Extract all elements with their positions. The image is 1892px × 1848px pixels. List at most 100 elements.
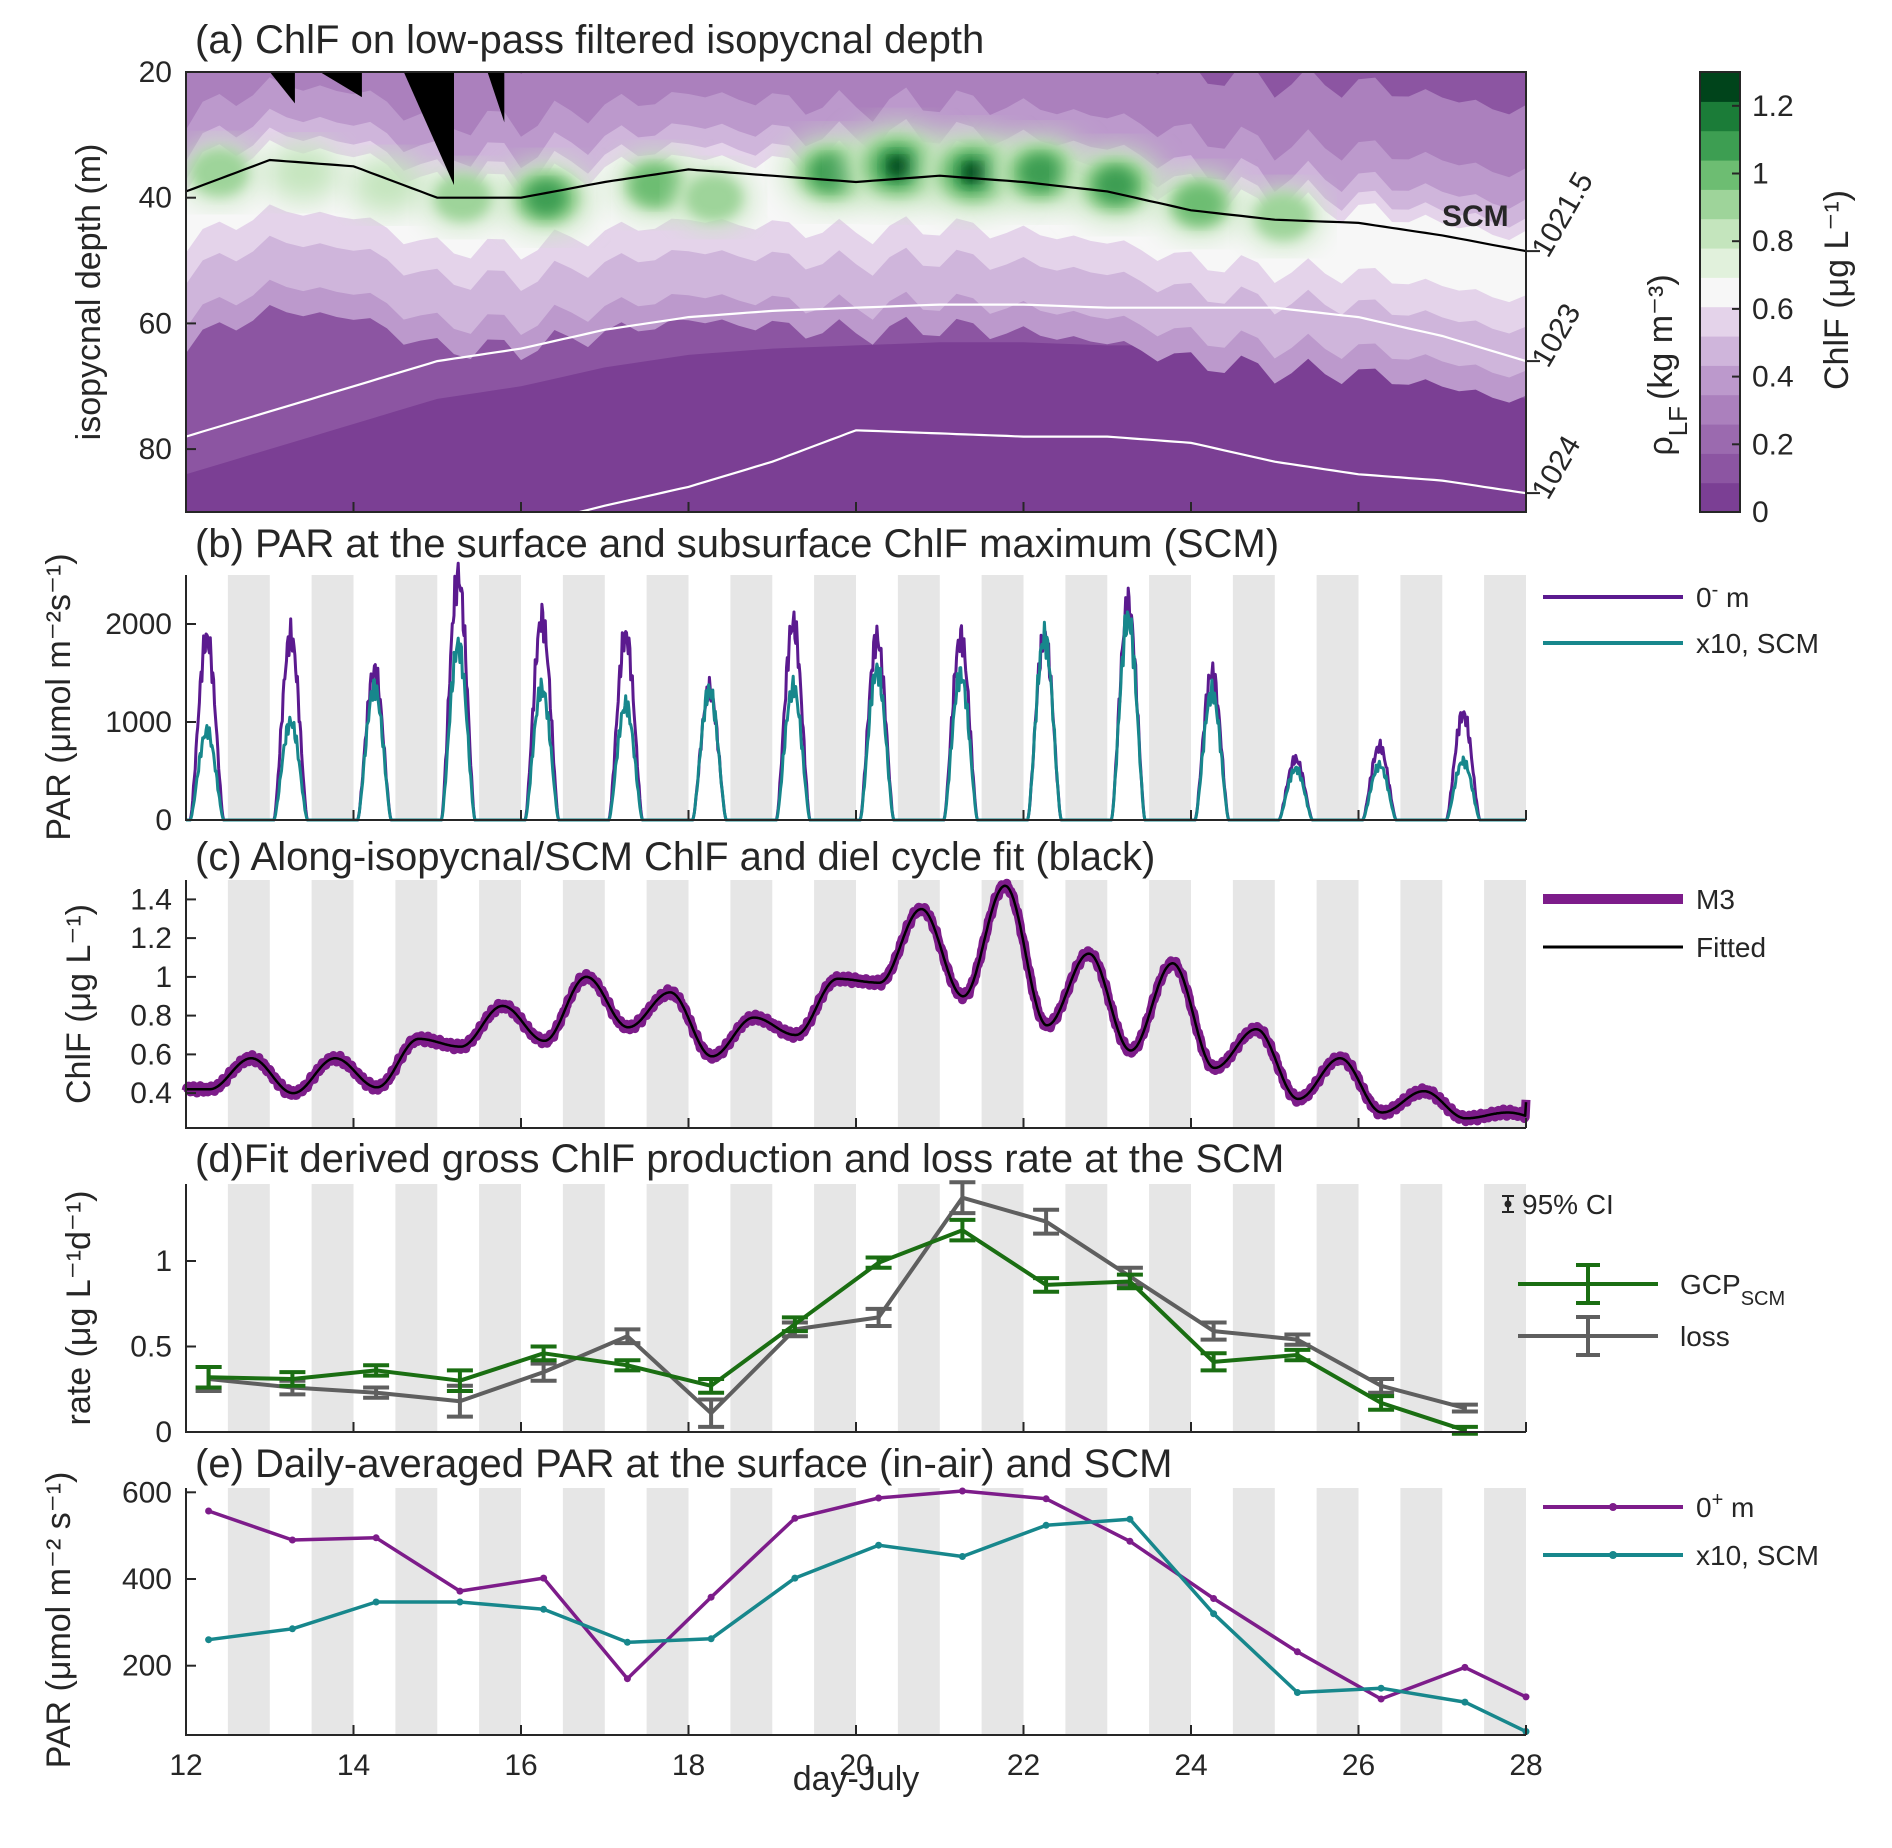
colorbar-level — [1700, 160, 1740, 190]
panel-d-xticks — [185, 1422, 1527, 1432]
legend-b-surface-sup: - — [1712, 579, 1719, 601]
legend-e-surface-main: 0 — [1696, 1492, 1712, 1523]
daily-par-point — [1293, 1648, 1301, 1656]
night-band — [814, 575, 856, 820]
missing-data-wedge — [269, 72, 295, 104]
density-label-rho: ρ — [1642, 436, 1680, 455]
panel-e-yticks: 200 400 600 — [122, 1476, 196, 1683]
panel-c: 0.4 0.6 0.8 1 1.2 1.4 ChlF (μg L⁻¹) M3 Fitted — [60, 878, 1766, 1129]
legend-b-surface-label: 0- m — [1696, 579, 1749, 613]
y-tick-label: 0 — [155, 1416, 172, 1449]
night-band — [1484, 880, 1526, 1128]
x-tick-label: 20 — [839, 1749, 872, 1782]
panel-a-yticks: 20 40 60 80 — [139, 56, 196, 466]
daily-par-point — [875, 1541, 883, 1549]
colorbar-level — [1700, 277, 1740, 308]
legend-e-scm-marker — [1609, 1551, 1617, 1559]
night-band — [1232, 1184, 1275, 1432]
panel-d: 00.51 rate (μg L⁻¹d⁻¹) 95% CI GCPSCM los… — [60, 1180, 1785, 1449]
daily-par-point — [205, 1636, 213, 1644]
colorbar-level — [1700, 453, 1740, 484]
night-band — [395, 880, 438, 1128]
daily-par-point — [205, 1507, 213, 1515]
night-band — [1316, 575, 1359, 820]
legend-ci-marker — [1502, 1195, 1514, 1213]
x-tick-label: 14 — [337, 1749, 370, 1782]
colorbar-level — [1700, 306, 1740, 337]
daily-par-point — [1522, 1693, 1530, 1701]
y-tick-label: 0 — [155, 804, 172, 837]
missing-data — [269, 72, 505, 186]
legend-ci-label: 95% CI — [1522, 1189, 1614, 1220]
y-tick-label: 40 — [139, 182, 172, 215]
daily-par-point — [791, 1514, 799, 1522]
panel-d-ylabel: rate (μg L⁻¹d⁻¹) — [60, 1191, 98, 1426]
daily-par-point — [540, 1574, 548, 1582]
y-tick-label: 1.2 — [130, 922, 172, 955]
night-band — [1316, 1184, 1359, 1432]
night-band — [311, 880, 354, 1128]
colorbar-tick-label: 0 — [1752, 496, 1769, 529]
colorbar-level — [1700, 248, 1740, 278]
daily-par-point — [707, 1635, 715, 1643]
night-band — [730, 1184, 773, 1432]
night-band — [897, 575, 940, 820]
colorbar-level — [1700, 130, 1740, 161]
y-tick-label: 20 — [139, 56, 172, 89]
y-tick-label: 0.6 — [130, 1038, 172, 1071]
density-tick-label: 1021.5 — [1525, 167, 1599, 263]
night-band — [646, 1184, 689, 1432]
panel-a-ylabel: isopycnal depth (m) — [70, 144, 108, 441]
night-band — [479, 575, 521, 820]
scm-label: SCM — [1442, 200, 1509, 233]
panel-e-xticks: 12 14 16 18 20 22 24 26 28 — [169, 1725, 1543, 1782]
legend-e-surface-sup: + — [1712, 1489, 1724, 1511]
night-band — [1232, 575, 1275, 820]
legend-gcp-swatch — [1518, 1263, 1658, 1305]
daily-par-point — [958, 1487, 966, 1495]
night-band — [479, 1488, 521, 1735]
chl-patch — [1176, 185, 1223, 223]
legend-c-fitted-label: Fitted — [1696, 932, 1766, 963]
night-band — [1065, 1488, 1108, 1735]
y-tick-label: 600 — [122, 1476, 172, 1509]
night-shading — [227, 1488, 1526, 1735]
night-band — [311, 1184, 354, 1432]
panel-d-title: (d)Fit derived gross ChlF production and… — [195, 1137, 1284, 1181]
daily-par-point — [1461, 1698, 1469, 1706]
panel-c-ylabel: ChlF (μg L⁻¹) — [60, 904, 98, 1104]
colorbar-level — [1700, 482, 1740, 513]
night-band — [981, 1488, 1024, 1735]
missing-data-wedge — [403, 72, 454, 186]
density-tick-label: 1024 — [1525, 430, 1587, 504]
x-tick-label: 24 — [1174, 1749, 1207, 1782]
night-band — [311, 575, 354, 820]
density-axis-label: ρLF (kg m⁻³) — [1642, 274, 1693, 455]
y-tick-label: 0.5 — [130, 1331, 172, 1364]
daily-par-point — [1377, 1684, 1385, 1692]
colorbar-level — [1700, 394, 1740, 425]
scm-line — [186, 158, 1526, 253]
colorbar-frame — [1699, 71, 1741, 513]
night-band — [395, 1488, 438, 1735]
night-shading — [227, 880, 1526, 1128]
density-ticks: 1021.5 1023 1024 — [1525, 167, 1599, 505]
y-tick-label: 80 — [139, 433, 172, 466]
daily-par-point — [1461, 1663, 1469, 1671]
density-label-units: (kg m⁻³) — [1642, 274, 1680, 400]
legend-c-m3-label: M3 — [1696, 884, 1735, 915]
legend-e-scm-label: x10, SCM — [1696, 1540, 1819, 1571]
panel-c-xticks — [185, 1118, 1527, 1128]
x-tick-label: 16 — [504, 1749, 537, 1782]
night-band — [1484, 1184, 1526, 1432]
night-band — [227, 880, 270, 1128]
legend-e-surface-label: 0+ m — [1696, 1489, 1754, 1523]
panel-c-title: (c) Along-isopycnal/SCM ChlF and diel cy… — [195, 835, 1155, 879]
isopycnal-1024-line — [579, 429, 1526, 512]
colorbar-label: ChlF (μg L⁻¹) — [1818, 190, 1856, 390]
daily-par-point — [1210, 1595, 1218, 1602]
panel-b-title: (b) PAR at the surface and subsurface Ch… — [195, 522, 1279, 566]
night-band — [646, 1488, 689, 1735]
colorbar — [1699, 71, 1741, 513]
heatmap-band — [186, 140, 1526, 303]
